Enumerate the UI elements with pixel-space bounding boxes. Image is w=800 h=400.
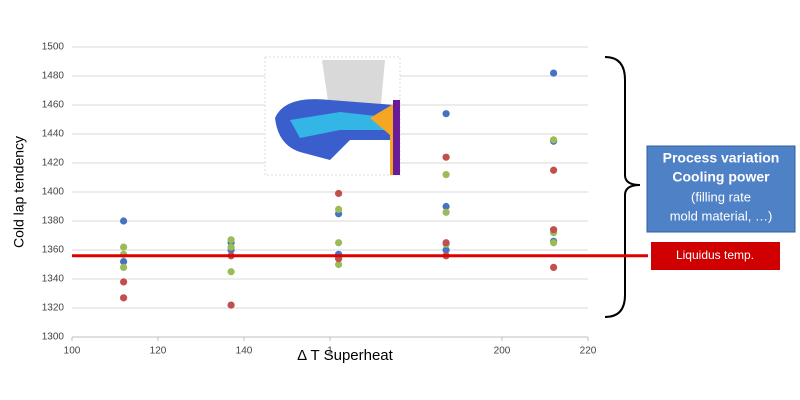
point: [550, 69, 558, 77]
annotation-text: Process variation: [663, 150, 780, 166]
annotation-text: mold material, …): [670, 208, 773, 223]
point: [227, 301, 235, 309]
point: [442, 153, 450, 161]
y-tick-label: 1440: [42, 129, 65, 140]
x-axis-title: Δ T Superheat: [297, 347, 393, 364]
point: [442, 208, 450, 216]
annotation-box: [646, 145, 796, 233]
point: [120, 263, 128, 271]
point: [120, 243, 128, 251]
y-tick-label: 1400: [42, 187, 65, 198]
y-tick-label: 1500: [42, 42, 65, 53]
x-tick-label: 220: [580, 346, 597, 357]
x-tick-label: 1: [327, 346, 333, 357]
point: [227, 243, 235, 251]
point: [120, 294, 128, 302]
casting-edge: [393, 100, 400, 175]
point: [550, 263, 558, 271]
annotation-text: (filling rate: [691, 189, 751, 204]
point: [335, 189, 343, 198]
point: [550, 226, 558, 234]
casting-flow: [290, 112, 395, 138]
annotation-text: Cooling power: [672, 169, 770, 185]
point: [442, 246, 450, 254]
y-tick-label: 1360: [42, 245, 65, 256]
point: [442, 110, 450, 118]
y-tick-label: 1420: [42, 158, 65, 169]
point: [442, 239, 450, 247]
y-tick-label: 1480: [42, 71, 65, 82]
y-axis-title: Cold lap tendency: [11, 136, 27, 248]
point: [227, 268, 235, 276]
y-tick-label: 1380: [42, 216, 65, 227]
point: [227, 236, 235, 244]
point: [120, 258, 128, 266]
point: [550, 136, 558, 144]
y-tick-label: 1300: [42, 332, 65, 343]
casting-hot: [370, 100, 400, 175]
reference-label: Liquidus temp.: [676, 248, 754, 262]
casting-image: [264, 56, 401, 176]
y-tick-label: 1460: [42, 100, 65, 111]
x-tick-label: 140: [236, 346, 253, 357]
point: [335, 239, 343, 247]
point: [550, 239, 558, 247]
point: [335, 205, 343, 213]
reference-label-box: [651, 242, 780, 270]
point: [550, 166, 558, 174]
point: [442, 171, 450, 179]
y-tick-label: 1320: [42, 303, 65, 314]
point: [120, 278, 128, 286]
x-tick-label: 100: [64, 346, 81, 357]
x-tick-label: 120: [150, 346, 167, 357]
x-tick-label: 200: [494, 346, 511, 357]
y-tick-label: 1340: [42, 274, 65, 285]
point: [335, 260, 343, 269]
brace: [604, 56, 641, 318]
point: [120, 217, 128, 225]
point: [442, 202, 450, 211]
